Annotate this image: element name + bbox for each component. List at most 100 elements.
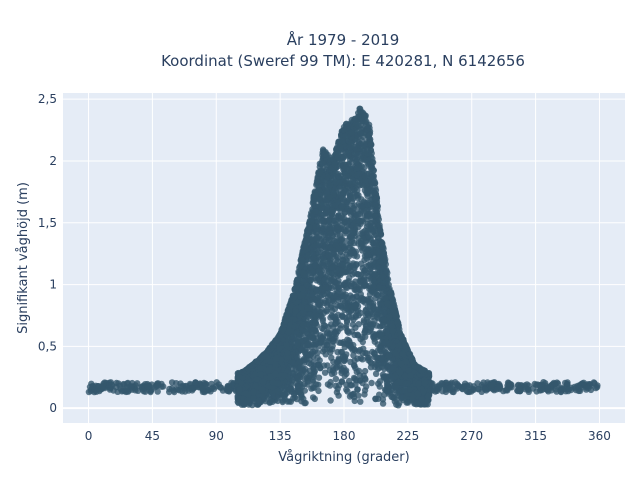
data-point: [345, 313, 352, 320]
data-point: [108, 381, 115, 388]
data-point: [207, 385, 215, 393]
data-point: [354, 355, 361, 362]
data-point: [370, 284, 377, 291]
data-point: [320, 362, 328, 369]
data-point: [347, 358, 354, 366]
data-point: [336, 232, 344, 240]
data-point: [384, 383, 392, 390]
data-point: [336, 362, 343, 369]
data-point: [192, 379, 199, 386]
data-point: [213, 379, 220, 386]
data-point: [404, 399, 412, 406]
data-point: [286, 386, 293, 393]
data-point: [352, 381, 359, 388]
data-point: [496, 383, 503, 390]
data-points: [85, 105, 601, 409]
data-point: [330, 189, 337, 197]
data-point: [319, 317, 326, 324]
data-point: [93, 388, 100, 395]
data-point: [349, 321, 357, 328]
data-point: [362, 376, 369, 383]
data-point: [590, 379, 597, 386]
data-point: [301, 359, 308, 366]
data-point: [355, 321, 362, 328]
data-point: [326, 252, 334, 260]
data-point: [346, 377, 353, 385]
data-point: [338, 378, 346, 385]
data-point: [116, 382, 124, 389]
data-point: [310, 268, 318, 275]
data-point: [309, 384, 317, 391]
data-point: [329, 307, 336, 314]
data-point: [354, 307, 362, 314]
data-point: [340, 153, 347, 160]
data-point: [376, 300, 384, 308]
data-point: [351, 331, 358, 339]
data-point: [481, 386, 489, 393]
data-point: [147, 388, 154, 396]
data-point: [361, 164, 368, 171]
data-point: [455, 382, 462, 389]
data-point: [269, 389, 277, 396]
data-point: [359, 334, 366, 341]
data-point: [100, 380, 107, 387]
data-point: [343, 219, 351, 226]
data-point: [294, 354, 301, 361]
data-point: [353, 164, 361, 172]
data-point: [140, 388, 147, 395]
data-point: [160, 383, 167, 390]
data-point: [154, 382, 162, 389]
data-point: [327, 397, 334, 404]
data-point: [188, 385, 196, 392]
data-point: [358, 203, 365, 210]
data-point: [363, 269, 370, 277]
data-point: [359, 218, 367, 225]
data-point: [344, 388, 351, 395]
data-point: [349, 186, 356, 194]
data-point: [337, 348, 345, 356]
data-point: [368, 379, 375, 387]
data-point: [168, 379, 176, 386]
data-point: [332, 375, 340, 383]
data-point: [446, 384, 453, 392]
data-point: [438, 380, 445, 387]
data-point: [334, 287, 341, 294]
data-point: [558, 384, 565, 391]
data-point: [343, 370, 350, 377]
data-point: [313, 340, 320, 347]
data-point: [177, 380, 184, 387]
data-point: [351, 375, 359, 382]
data-point: [309, 333, 316, 340]
data-point: [208, 380, 215, 388]
data-point: [321, 346, 328, 353]
data-point: [365, 262, 372, 269]
data-point: [351, 239, 358, 247]
data-point: [199, 385, 206, 392]
data-point: [314, 349, 321, 356]
data-point: [372, 395, 379, 402]
data-point: [310, 371, 318, 378]
data-point: [315, 374, 323, 381]
data-point: [343, 228, 350, 235]
data-point: [154, 388, 161, 395]
data-point: [182, 382, 190, 390]
data-point: [307, 277, 314, 284]
data-point: [379, 321, 386, 329]
data-point: [302, 365, 309, 373]
data-point: [333, 256, 340, 263]
data-point: [342, 283, 350, 291]
data-point: [362, 307, 369, 315]
data-point: [371, 270, 379, 278]
data-point: [269, 398, 276, 405]
data-point: [580, 379, 587, 386]
data-point: [289, 376, 296, 383]
data-point: [85, 388, 93, 396]
data-point: [488, 382, 495, 389]
data-point: [361, 391, 368, 398]
data-point: [310, 365, 317, 372]
data-point: [86, 383, 94, 391]
data-point: [470, 383, 477, 390]
data-point: [337, 271, 344, 278]
data-point: [321, 341, 328, 348]
